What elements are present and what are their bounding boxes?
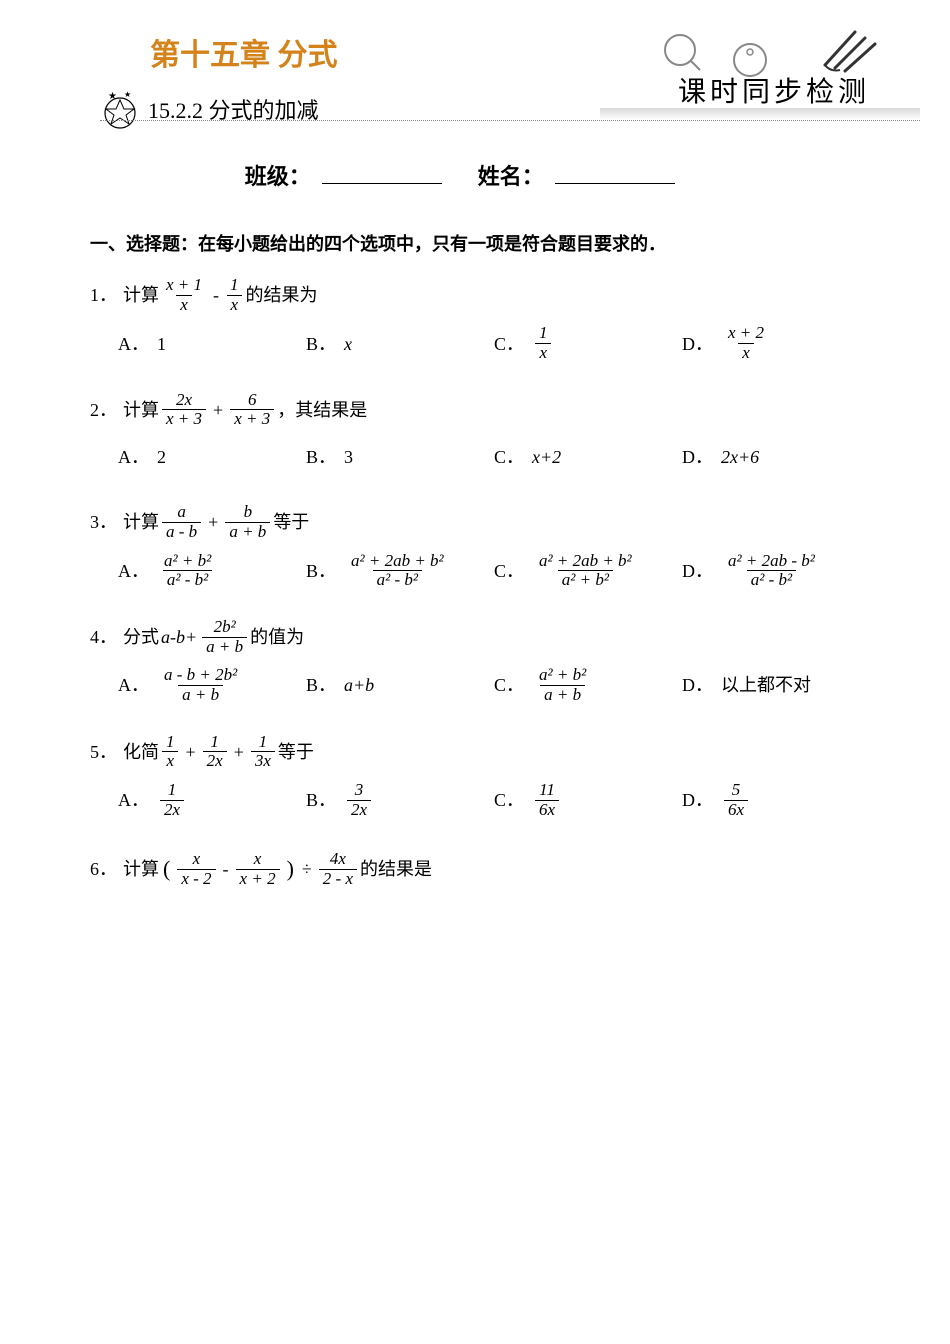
class-label: 班级： [245,164,311,189]
q1-opt-c: C． 1x [494,324,682,362]
q2-opt-b: B．3 [306,439,494,475]
q3-opt-c: C． a² + 2ab + b²a² + b² [494,552,682,590]
q5-opt-a: A． 12x [118,781,306,819]
sync-title: 课时同步检测 [678,70,870,110]
svg-text:★: ★ [108,91,117,102]
section-heading: 一、选择题：在每小题给出的四个选项中，只有一项是符合题目要求的． [90,230,870,256]
q3-opt-a: A． a² + b²a² - b² [118,552,306,590]
q2-opt-d: D．2x+6 [682,439,870,475]
q1-frac2: 1 x [226,276,243,314]
star-icon: ★ ★ [100,89,140,129]
q1-opt-a: A．1 [118,326,306,362]
plus-icon: + [213,392,223,428]
q1-opt-b: B．x [306,326,494,362]
svg-text:★: ★ [124,90,131,99]
name-blank [555,164,675,184]
class-blank [322,164,442,184]
q4-opt-a: A． a - b + 2b²a + b [118,666,306,704]
q5-opt-c: C． 116x [494,781,682,819]
question-3: 3． 计算 aa - b + ba + b 等于 A． a² + b²a² - … [90,503,870,590]
question-4: 4． 分式 a-b+ 2b²a + b 的值为 A． a - b + 2b²a … [90,618,870,705]
q3-opt-d: D． a² + 2ab - b²a² - b² [682,552,870,590]
question-1: 1． 计算 x + 1 x - 1 x 的结果为 A．1 B．x C． 1x D… [90,276,870,363]
q2-num: 2． [90,392,117,428]
q5-opt-b: B． 32x [306,781,494,819]
q4-opt-d: D．以上都不对 [682,667,870,703]
question-6: 6． 计算 ( xx - 2 - xx + 2 ) ÷ 4x2 - x 的结果是 [90,847,870,891]
name-label: 姓名： [478,164,544,189]
q1-suffix: 的结果为 [246,277,318,313]
q1-frac1: x + 1 x [162,276,206,314]
q4-opt-b: B．a+b [306,667,494,703]
q5-opt-d: D． 56x [682,781,870,819]
question-5: 5． 化简 1x + 12x + 13x 等于 A． 12x B． 32x C．… [90,733,870,820]
worksheet-header: 第十五章 分式 ★ ★ 15.2.2 分式的加减 课时同步检测 [0,0,950,200]
content-area: 一、选择题：在每小题给出的四个选项中，只有一项是符合题目要求的． 1． 计算 x… [0,200,950,891]
header-underline [100,115,920,121]
q2-opt-a: A．2 [118,439,306,475]
minus-icon: - [213,277,219,313]
divide-icon: ÷ [302,851,312,887]
q1-num: 1． [90,277,117,313]
q2-opt-c: C．x+2 [494,439,682,475]
name-fill-row: 班级： 姓名： [0,159,950,191]
question-2: 2． 计算 2xx + 3 + 6x + 3 ，其结果是 A．2 B．3 C．x… [90,391,870,475]
q1-opt-d: D． x + 2x [682,324,870,362]
q3-opt-b: B． a² + 2ab + b²a² - b² [306,552,494,590]
q4-opt-c: C． a² + b²a + b [494,666,682,704]
q1-prefix: 计算 [123,277,159,313]
